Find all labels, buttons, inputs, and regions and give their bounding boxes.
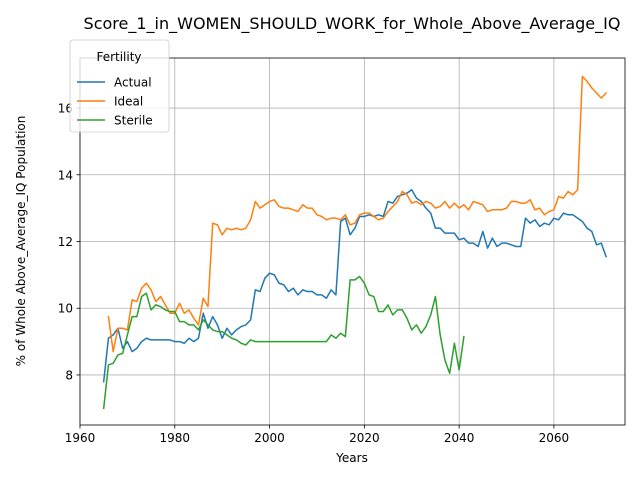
legend-entries: Actual Ideal Sterile bbox=[77, 76, 153, 128]
x-tick-label: 2000 bbox=[254, 431, 285, 445]
y-tick-label: 12 bbox=[58, 235, 73, 249]
grid bbox=[79, 58, 625, 425]
y-tick-label: 10 bbox=[58, 302, 73, 316]
y-axis-label: % of Whole Above_Average_IQ Population bbox=[14, 116, 28, 367]
x-tick-label: 2060 bbox=[539, 431, 570, 445]
legend-label-actual: Actual bbox=[114, 76, 152, 90]
legend-label-ideal: Ideal bbox=[114, 95, 143, 109]
series-layer bbox=[102, 75, 608, 410]
y-tick-label: 8 bbox=[65, 368, 73, 382]
ticks: 1960 1980 2000 2020 2040 2060 8 10 12 14 16 bbox=[58, 102, 569, 445]
chart-title: Score_1_in_WOMEN_SHOULD_WORK_for_Whole_A… bbox=[84, 14, 621, 34]
series-line-ideal bbox=[107, 75, 608, 353]
x-tick-label: 1960 bbox=[65, 431, 96, 445]
x-tick-label: 2040 bbox=[444, 431, 475, 445]
y-tick-label: 16 bbox=[58, 102, 73, 116]
series-line-actual bbox=[102, 189, 607, 383]
legend-title: Fertility bbox=[96, 50, 141, 64]
x-tick-label: 1980 bbox=[160, 431, 191, 445]
series-line-sterile bbox=[102, 275, 465, 410]
legend: Fertility Actual Ideal Sterile bbox=[69, 39, 170, 133]
y-tick-label: 14 bbox=[58, 168, 73, 182]
legend-box bbox=[69, 39, 170, 133]
legend-label-sterile: Sterile bbox=[114, 114, 153, 128]
x-tick-label: 2020 bbox=[349, 431, 380, 445]
x-axis-label: Years bbox=[335, 451, 368, 465]
